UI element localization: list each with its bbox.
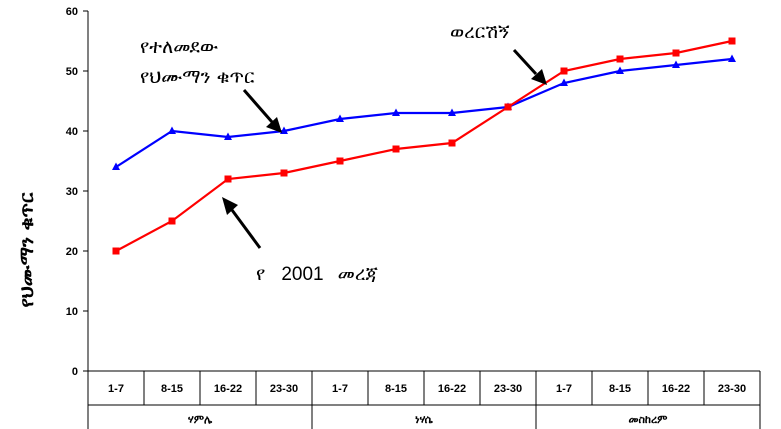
data-point-square bbox=[672, 49, 680, 57]
x-tick-label: 23-30 bbox=[494, 383, 522, 395]
x-tick-label: 1-7 bbox=[556, 383, 572, 395]
data-point-square bbox=[448, 139, 456, 147]
data-point-triangle bbox=[560, 78, 568, 86]
data-point-triangle bbox=[168, 126, 176, 134]
x-tick-label: 8-15 bbox=[161, 383, 183, 395]
annotation-2001-data: የ 2001 መረጃ bbox=[256, 263, 378, 285]
x-tick-label: 16-22 bbox=[662, 383, 690, 395]
series-layer bbox=[112, 37, 736, 255]
x-tick-label: 8-15 bbox=[385, 383, 407, 395]
data-point-square bbox=[336, 157, 344, 165]
annotation-usual-line1: የተለመደው bbox=[140, 36, 219, 58]
x-tick-label: 16-22 bbox=[438, 383, 466, 395]
y-axis-title: የህሙማን ቁጥር bbox=[16, 192, 38, 308]
series-line-1 bbox=[115, 57, 733, 168]
data-point-square bbox=[560, 67, 568, 75]
x-tick-label: 1-7 bbox=[332, 383, 348, 395]
data-point-triangle bbox=[112, 162, 120, 170]
annotation-2001-prefix: የ bbox=[256, 263, 265, 285]
data-point-square bbox=[392, 145, 400, 153]
x-tick-label: 23-30 bbox=[270, 383, 298, 395]
y-tick-label: 10 bbox=[66, 306, 78, 318]
arrow-to-red-line bbox=[222, 197, 262, 249]
series-line-2 bbox=[115, 39, 733, 252]
data-point-triangle bbox=[672, 60, 680, 68]
x-group-label: ሃምሌ bbox=[188, 413, 213, 426]
annotation-2001-year: 2001 bbox=[281, 264, 323, 285]
y-tick-label: 0 bbox=[72, 366, 78, 378]
data-point-square bbox=[728, 37, 736, 45]
data-point-square bbox=[616, 55, 624, 63]
y-tick-label: 40 bbox=[66, 126, 78, 138]
arrow-to-blue-line bbox=[242, 89, 282, 133]
data-point-triangle bbox=[336, 114, 344, 122]
x-tick-label: 16-22 bbox=[214, 383, 242, 395]
data-point-triangle bbox=[448, 108, 456, 116]
data-point-square bbox=[504, 103, 512, 111]
y-tick-label: 60 bbox=[66, 6, 78, 18]
y-tick-label: 30 bbox=[66, 186, 78, 198]
x-tick-label: 23-30 bbox=[718, 383, 746, 395]
data-point-square bbox=[280, 169, 288, 177]
data-point-triangle bbox=[392, 108, 400, 116]
x-group-label: ነሃሴ bbox=[415, 413, 434, 426]
annotation-usual-line2: የህሙማን ቁጥር bbox=[140, 66, 255, 88]
x-tick-label: 8-15 bbox=[609, 383, 631, 395]
x-tick-label: 1-7 bbox=[108, 383, 124, 395]
data-point-square bbox=[168, 217, 176, 225]
data-point-square bbox=[112, 247, 120, 255]
chart-axes: 0 10 20 30 40 50 60 1-7 8-15 16-22 23-30 1-7 8-15 16-… bbox=[66, 6, 761, 429]
data-point-triangle bbox=[280, 126, 288, 134]
annotation-arrows bbox=[222, 48, 547, 249]
arrow-to-crossover bbox=[512, 48, 547, 85]
y-tick-label: 20 bbox=[66, 246, 78, 258]
data-point-triangle bbox=[224, 132, 232, 140]
data-point-square bbox=[224, 175, 232, 183]
data-point-triangle bbox=[728, 54, 736, 62]
x-group-label: መስከረም bbox=[629, 413, 669, 426]
annotation-epidemic: ወረርሽኝ bbox=[450, 21, 510, 43]
data-point-triangle bbox=[616, 66, 624, 74]
y-tick-label: 50 bbox=[66, 66, 78, 78]
annotation-2001-suffix: መረጃ bbox=[338, 263, 379, 285]
